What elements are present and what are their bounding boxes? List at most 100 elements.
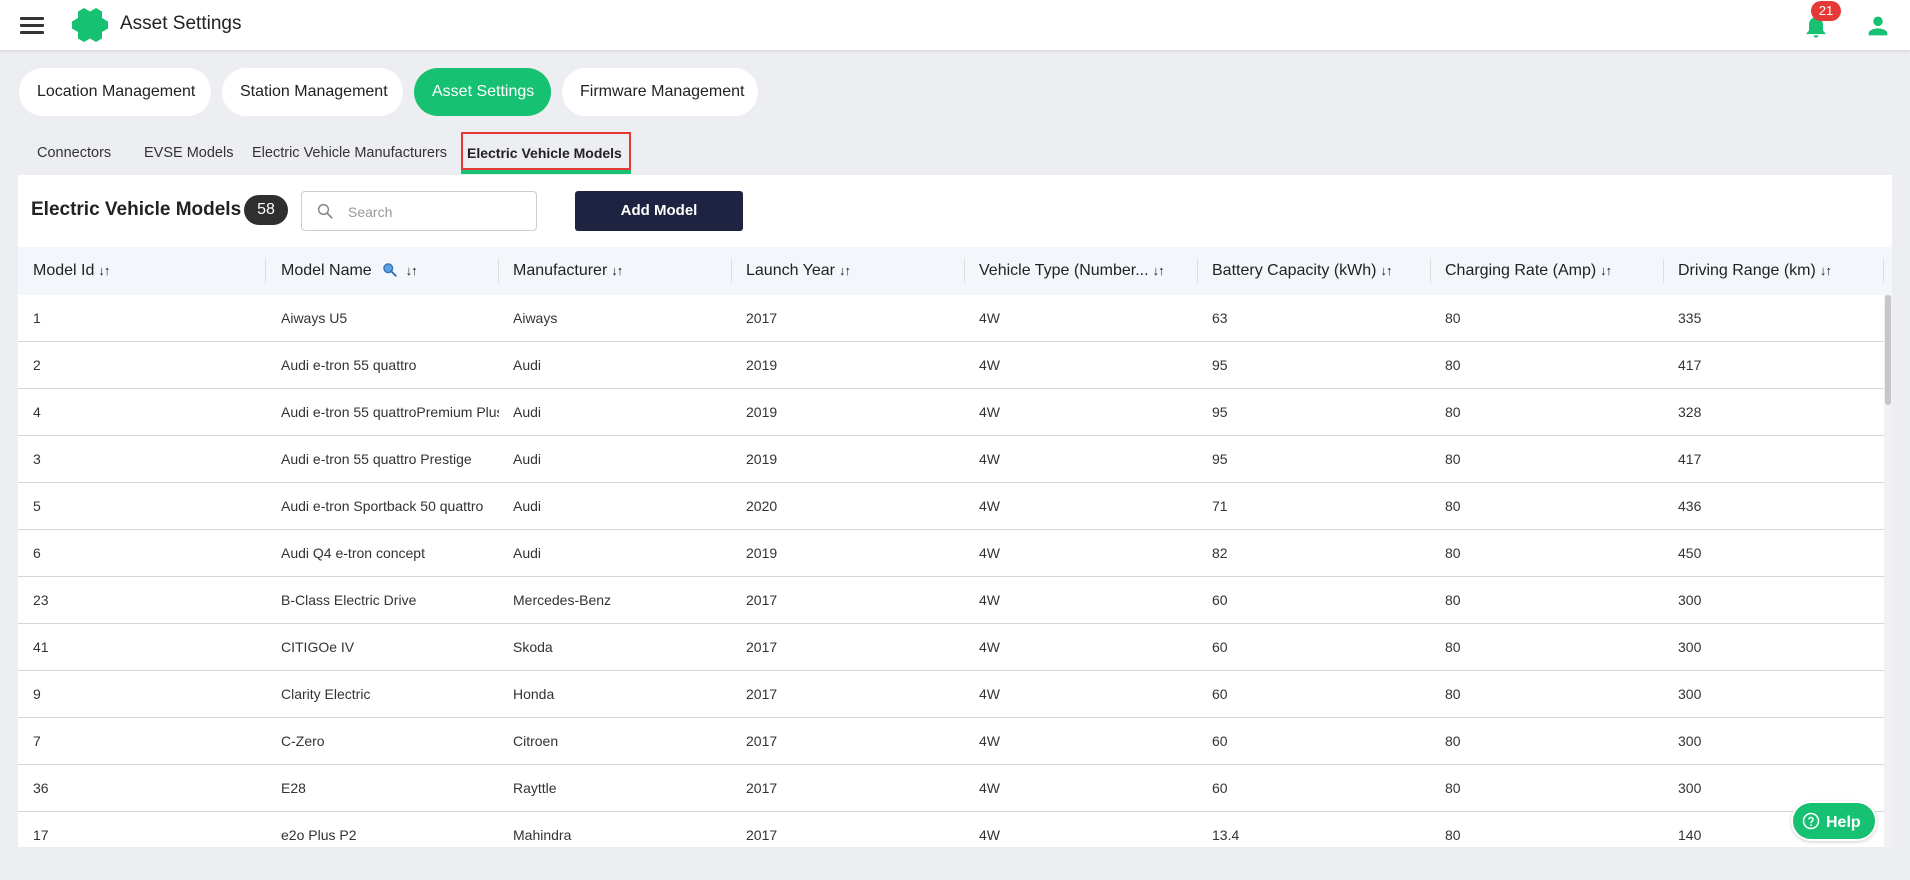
- main-tabs: Location Management Station Management A…: [19, 68, 758, 116]
- launch-year-cell: 2019: [746, 404, 778, 420]
- add-model-button[interactable]: Add Model: [575, 191, 743, 231]
- tab-firmware-management[interactable]: Firmware Management: [562, 68, 758, 116]
- table-row[interactable]: 2 Audi e-tron 55 quattro Audi 2019 4W 95 80 417: [18, 342, 1884, 389]
- launch-year-cell: 2019: [746, 545, 778, 561]
- subtab-ev-models[interactable]: Electric Vehicle Models: [461, 132, 631, 174]
- charging-rate-cell: 80: [1445, 639, 1461, 655]
- model-name-cell: Audi e-tron 55 quattro: [281, 357, 417, 373]
- notification-badge: 21: [1811, 1, 1841, 21]
- launch-year-cell: 2019: [746, 451, 778, 467]
- charging-rate-cell: 80: [1445, 780, 1461, 796]
- column-header-launch-year[interactable]: Launch Year ↓↑: [732, 247, 965, 295]
- search-column-icon[interactable]: [382, 262, 397, 277]
- help-button[interactable]: Help: [1791, 801, 1877, 841]
- table-header: Model Id ↓↑ Model Name ↓↑ Manufacturer ↓↑ …: [18, 247, 1892, 295]
- sort-icon[interactable]: ↓↑: [98, 263, 110, 278]
- table-row[interactable]: 9 Clarity Electric Honda 2017 4W 60 80 300: [18, 671, 1884, 718]
- table-row[interactable]: 5 Audi e-tron Sportback 50 quattro Audi 202…: [18, 483, 1884, 530]
- tab-location-management[interactable]: Location Management: [19, 68, 211, 116]
- manufacturer-cell: Audi: [513, 451, 542, 467]
- sort-icon[interactable]: ↓↑: [1152, 263, 1165, 278]
- vehicle-type-cell: 4W: [979, 639, 1000, 655]
- charging-rate-cell: 80: [1445, 451, 1461, 467]
- battery-capacity-cell: 60: [1212, 639, 1228, 655]
- charging-rate-cell: 80: [1445, 498, 1461, 514]
- table-row[interactable]: 17 e2o Plus P2 Mahindra 2017 4W 13.4 80 140: [18, 812, 1884, 847]
- model-name-cell: Audi e-tron Sportback 50 quattro: [281, 498, 484, 514]
- driving-range-cell: 300: [1678, 592, 1702, 608]
- tab-station-management[interactable]: Station Management: [222, 68, 403, 116]
- model-name-cell: C-Zero: [281, 733, 325, 749]
- model-name-cell: Audi Q4 e-tron concept: [281, 545, 425, 561]
- table-row[interactable]: 36 E28 Rayttle 2017 4W 60 80 300: [18, 765, 1884, 812]
- launch-year-cell: 2017: [746, 639, 778, 655]
- manufacturer-cell: Citroen: [513, 733, 559, 749]
- vehicle-type-cell: 4W: [979, 545, 1000, 561]
- vehicle-type-cell: 4W: [979, 827, 1000, 843]
- table-row[interactable]: 1 Aiways U5 Aiways 2017 4W 63 80 335: [18, 295, 1884, 342]
- driving-range-cell: 450: [1678, 545, 1702, 561]
- battery-capacity-cell: 95: [1212, 451, 1228, 467]
- model-name-cell: Audi e-tron 55 quattroPremium Plus: [281, 404, 499, 420]
- subtab-ev-manufacturers[interactable]: Electric Vehicle Manufacturers: [252, 145, 448, 161]
- sort-icon[interactable]: ↓↑: [1600, 263, 1612, 278]
- manufacturer-cell: Audi: [513, 498, 542, 514]
- column-header-model-id[interactable]: Model Id ↓↑: [33, 247, 266, 295]
- menu-icon[interactable]: [20, 14, 44, 36]
- column-header-driving-range[interactable]: Driving Range (km) ↓↑: [1664, 247, 1884, 295]
- battery-capacity-cell: 95: [1212, 404, 1228, 420]
- battery-capacity-cell: 60: [1212, 686, 1228, 702]
- sort-icon[interactable]: ↓↑: [1380, 263, 1392, 278]
- table-row[interactable]: 3 Audi e-tron 55 quattro Prestige Audi 2019…: [18, 436, 1884, 483]
- table-row[interactable]: 7 C-Zero Citroen 2017 4W 60 80 300: [18, 718, 1884, 765]
- battery-capacity-cell: 60: [1212, 780, 1228, 796]
- manufacturer-cell: Skoda: [513, 639, 553, 655]
- scrollbar-thumb[interactable]: [1885, 295, 1891, 405]
- user-avatar-icon[interactable]: [1864, 12, 1892, 40]
- table-row[interactable]: 4 Audi e-tron 55 quattroPremium Plus Audi 2…: [18, 389, 1884, 436]
- charging-rate-cell: 80: [1445, 592, 1461, 608]
- manufacturer-cell: Honda: [513, 686, 555, 702]
- battery-capacity-cell: 13.4: [1212, 827, 1240, 843]
- charging-rate-cell: 80: [1445, 686, 1461, 702]
- panel-title: Electric Vehicle Models: [31, 199, 242, 220]
- subtab-evse-models[interactable]: EVSE Models: [144, 145, 234, 161]
- model-id-cell: 4: [33, 404, 41, 420]
- model-id-cell: 41: [33, 639, 49, 655]
- column-header-model-name[interactable]: Model Name ↓↑: [266, 247, 499, 295]
- column-header-charging-rate[interactable]: Charging Rate (Amp) ↓↑: [1431, 247, 1664, 295]
- sort-icon[interactable]: ↓↑: [838, 263, 851, 278]
- model-name-cell: B-Class Electric Drive: [281, 592, 417, 608]
- launch-year-cell: 2017: [746, 780, 778, 796]
- sort-icon[interactable]: ↓↑: [611, 263, 623, 278]
- sort-icon[interactable]: ↓↑: [1819, 263, 1832, 278]
- model-id-cell: 9: [33, 686, 41, 702]
- column-header-manufacturer[interactable]: Manufacturer ↓↑: [499, 247, 732, 295]
- model-id-cell: 17: [33, 827, 49, 843]
- column-header-battery-capacity[interactable]: Battery Capacity (kWh) ↓↑: [1198, 247, 1431, 295]
- sort-icon[interactable]: ↓↑: [405, 263, 418, 278]
- search-box: [301, 191, 537, 231]
- search-input[interactable]: [348, 201, 528, 223]
- model-name-cell: Audi e-tron 55 quattro Prestige: [281, 451, 472, 467]
- logo-icon: [72, 8, 108, 42]
- table-scrollbar[interactable]: [1884, 295, 1892, 847]
- subtab-connectors[interactable]: Connectors: [37, 145, 112, 161]
- vehicle-type-cell: 4W: [979, 733, 1000, 749]
- manufacturer-cell: Rayttle: [513, 780, 557, 796]
- table-row[interactable]: 6 Audi Q4 e-tron concept Audi 2019 4W 82 80 450: [18, 530, 1884, 577]
- table-row[interactable]: 23 B-Class Electric Drive Mercedes-Benz 201…: [18, 577, 1884, 624]
- vehicle-type-cell: 4W: [979, 686, 1000, 702]
- model-id-cell: 7: [33, 733, 41, 749]
- vehicle-type-cell: 4W: [979, 780, 1000, 796]
- table-row[interactable]: 41 CITIGOe IV Skoda 2017 4W 60 80 300: [18, 624, 1884, 671]
- model-name-cell: Aiways U5: [281, 310, 348, 326]
- column-header-vehicle-type[interactable]: Vehicle Type (Number... ↓↑: [965, 247, 1198, 295]
- vehicle-type-cell: 4W: [979, 498, 1000, 514]
- charging-rate-cell: 80: [1445, 733, 1461, 749]
- model-name-cell: e2o Plus P2: [281, 827, 357, 843]
- charging-rate-cell: 80: [1445, 357, 1461, 373]
- tab-asset-settings[interactable]: Asset Settings: [414, 68, 551, 116]
- vehicle-type-cell: 4W: [979, 357, 1000, 373]
- model-id-cell: 6: [33, 545, 41, 561]
